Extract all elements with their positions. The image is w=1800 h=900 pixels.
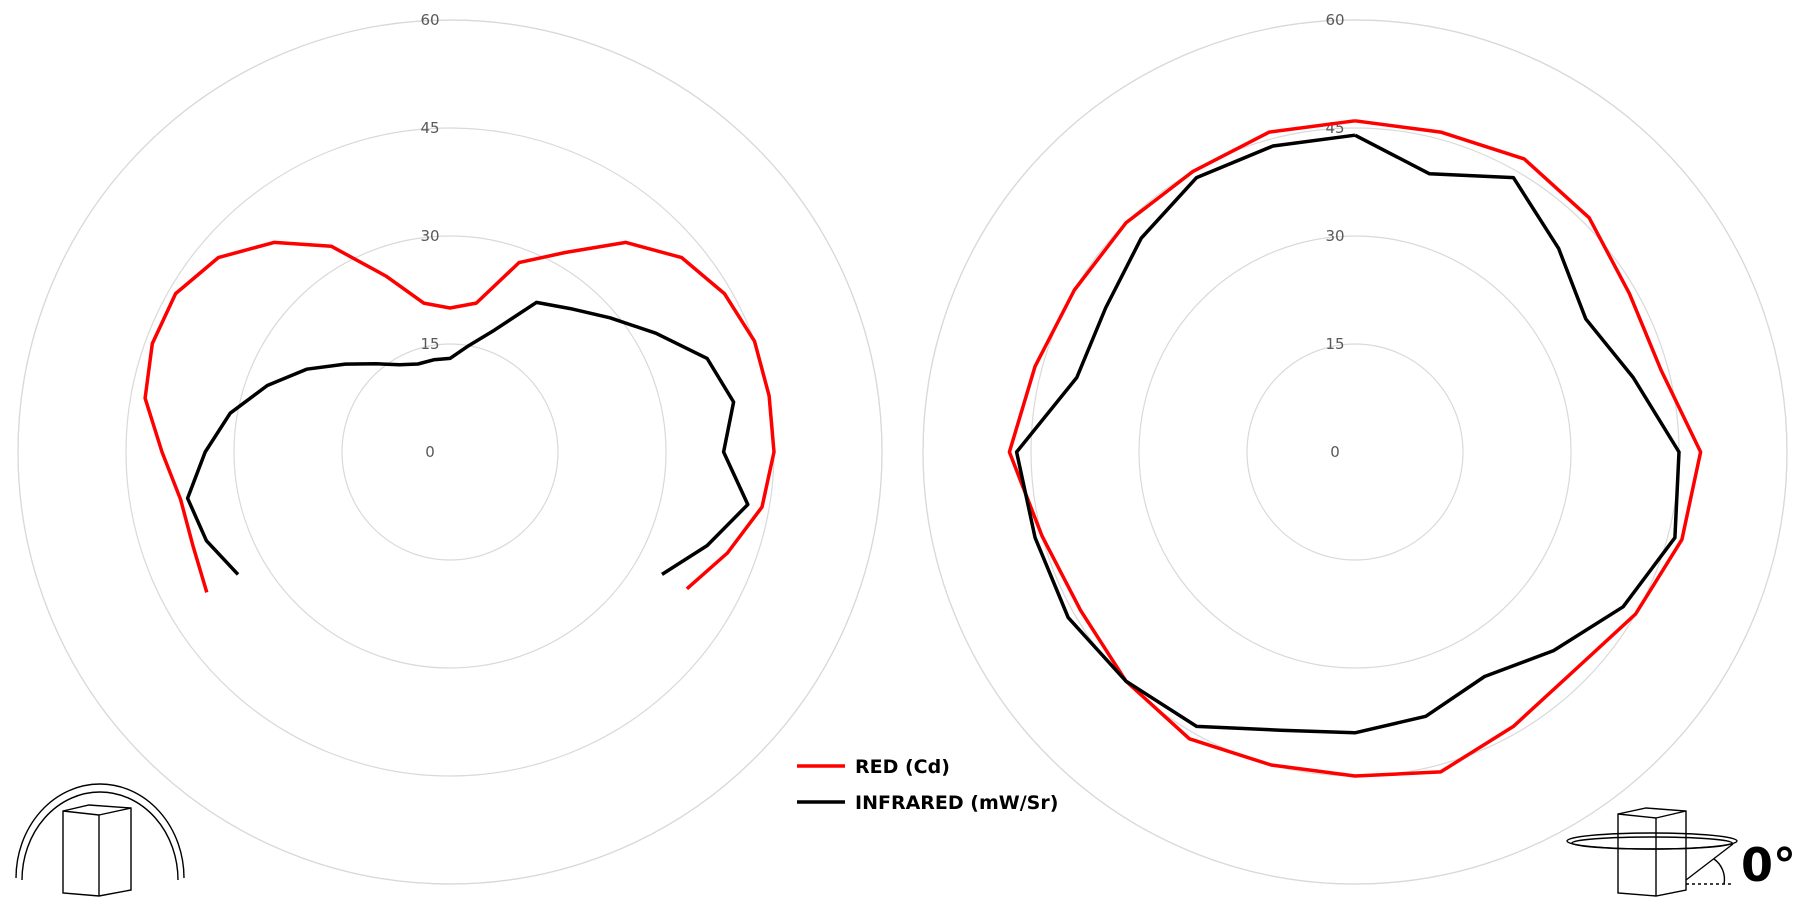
legend: RED (Cd) INFRARED (mW/Sr)	[797, 756, 1058, 814]
legend-label-red: RED (Cd)	[855, 756, 950, 778]
series-line-infrared	[1014, 133, 1681, 735]
radial-tick-label: 15	[1325, 335, 1344, 353]
grid-ring	[341, 343, 559, 561]
radial-tick-label: 30	[420, 227, 439, 245]
radial-tick-label: 0	[1330, 443, 1340, 461]
radial-tick-label: 0	[425, 443, 435, 461]
radial-tick-label: 30	[1325, 227, 1344, 245]
series-line-red	[1007, 119, 1703, 778]
grid-ring	[922, 19, 1788, 885]
radial-tick-label: 45	[420, 119, 439, 137]
grid-ring	[1030, 127, 1680, 777]
grid-ring	[1246, 343, 1464, 561]
grid-ring	[1138, 235, 1572, 669]
angle-label: 0°	[1741, 838, 1796, 892]
housing-ring-icon	[1566, 807, 1738, 897]
outer-ring	[922, 19, 1788, 885]
grid-ring	[17, 19, 883, 885]
outer-ring	[17, 19, 883, 885]
grid-ring	[233, 235, 667, 669]
grid-ring	[125, 127, 775, 777]
series-line-infrared	[185, 300, 750, 576]
series-line-red	[143, 240, 776, 593]
legend-label-infrared: INFRARED (mW/Sr)	[855, 792, 1058, 814]
radial-tick-label: 60	[420, 11, 439, 29]
polar-chart-left: 0 15 30 45 60	[17, 11, 883, 885]
radial-tick-label: 15	[420, 335, 439, 353]
housing-dome-icon	[15, 783, 185, 897]
radial-tick-label: 60	[1325, 11, 1344, 29]
